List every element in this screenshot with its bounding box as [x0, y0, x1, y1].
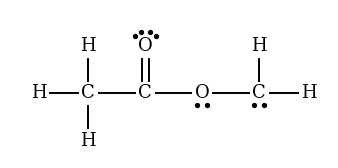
Text: C: C	[138, 85, 152, 102]
Text: H: H	[251, 37, 267, 55]
Text: C: C	[81, 85, 95, 102]
Text: O: O	[138, 37, 153, 55]
Text: H: H	[30, 85, 46, 102]
Text: H: H	[80, 132, 96, 150]
Text: H: H	[80, 37, 96, 55]
Text: H: H	[301, 85, 317, 102]
Text: C: C	[252, 85, 266, 102]
Text: O: O	[195, 85, 210, 102]
